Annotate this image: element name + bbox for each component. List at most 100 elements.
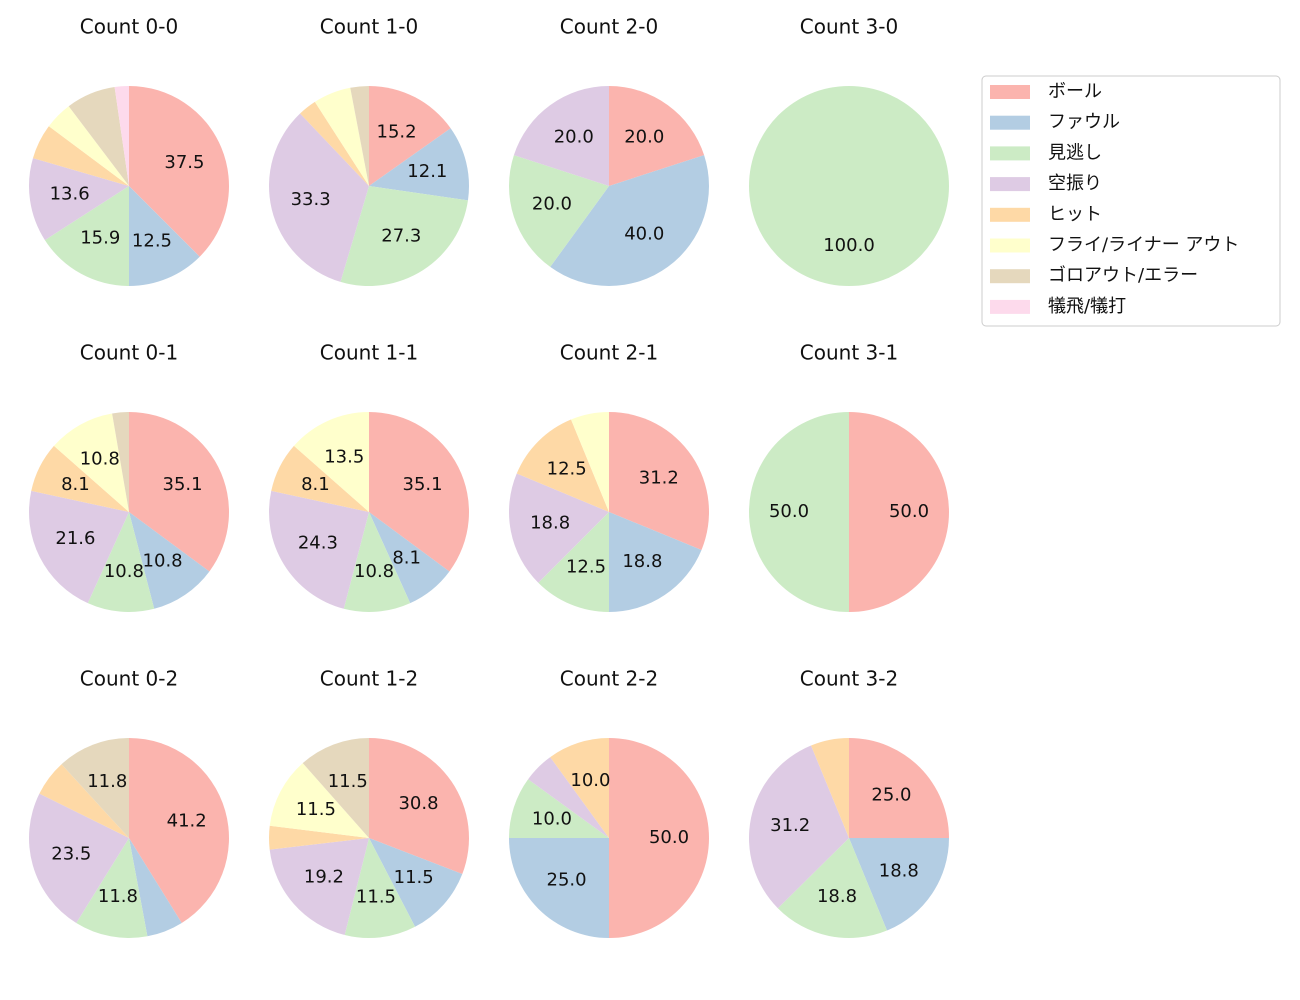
pie-slice bbox=[271, 445, 369, 512]
pie-slice bbox=[112, 412, 129, 512]
legend-swatch bbox=[990, 238, 1030, 253]
pie-slice bbox=[129, 838, 182, 937]
legend-swatch bbox=[990, 269, 1030, 284]
value-label: 18.8 bbox=[622, 551, 662, 572]
pie-slice bbox=[76, 838, 148, 938]
value-label: 25.0 bbox=[871, 785, 911, 806]
pie-slice bbox=[369, 128, 470, 201]
value-label: 12.1 bbox=[407, 161, 447, 182]
value-label: 10.8 bbox=[354, 561, 394, 582]
chart-title: Count 2-2 bbox=[560, 667, 658, 691]
pie-slice bbox=[749, 86, 949, 286]
value-label: 11.5 bbox=[328, 771, 368, 792]
pie-slice bbox=[609, 738, 709, 938]
pie-slice bbox=[508, 155, 609, 267]
legend-swatch bbox=[990, 207, 1030, 222]
pie-slice bbox=[269, 838, 369, 936]
pie-slice bbox=[849, 412, 949, 612]
pie-slice bbox=[849, 738, 949, 838]
legend-label: ボール bbox=[1048, 81, 1102, 102]
pie-slice bbox=[269, 490, 369, 609]
legend-swatch bbox=[990, 299, 1030, 314]
value-label: 31.2 bbox=[770, 815, 810, 836]
pie-slice bbox=[314, 87, 369, 186]
legend-label: ゴロアウト/エラー bbox=[1048, 265, 1198, 286]
value-label: 18.8 bbox=[817, 886, 857, 907]
pie-slice bbox=[609, 86, 705, 186]
legend-label: ヒット bbox=[1048, 204, 1102, 225]
chart-title: Count 0-1 bbox=[80, 341, 178, 365]
pie-slice bbox=[369, 738, 470, 875]
value-label: 24.3 bbox=[298, 532, 338, 553]
value-label: 35.1 bbox=[163, 474, 203, 495]
pie-slice bbox=[48, 106, 129, 186]
value-label: 8.1 bbox=[392, 548, 421, 569]
pie-slice bbox=[609, 412, 709, 550]
pie-slice bbox=[509, 838, 609, 938]
pie-slice bbox=[87, 512, 155, 613]
value-label: 50.0 bbox=[769, 501, 809, 522]
value-label: 30.8 bbox=[398, 793, 438, 814]
chart-title: Count 3-0 bbox=[800, 15, 898, 39]
value-label: 25.0 bbox=[547, 869, 587, 890]
pie-slice bbox=[509, 473, 609, 583]
pie-slice bbox=[129, 186, 200, 286]
value-label: 8.1 bbox=[61, 474, 90, 495]
pie-slice bbox=[350, 86, 369, 186]
pie-slice bbox=[369, 86, 451, 186]
value-label: 11.5 bbox=[356, 887, 396, 908]
legend-swatch bbox=[990, 115, 1030, 130]
legend-swatch bbox=[990, 146, 1030, 161]
value-label: 15.9 bbox=[80, 228, 120, 249]
pie-slice bbox=[28, 490, 129, 604]
value-label: 10.0 bbox=[570, 770, 610, 791]
value-label: 50.0 bbox=[889, 501, 929, 522]
pie-slice bbox=[28, 793, 130, 923]
pie-slice bbox=[344, 838, 416, 938]
pie-slice bbox=[849, 838, 949, 931]
chart-title: Count 1-1 bbox=[320, 341, 418, 365]
legend-label: 空振り bbox=[1048, 173, 1102, 194]
pie-slice bbox=[53, 413, 129, 512]
value-label: 19.2 bbox=[304, 867, 344, 888]
legend-label: ファウル bbox=[1048, 112, 1120, 133]
value-label: 11.8 bbox=[87, 771, 127, 792]
pie-slice bbox=[129, 412, 229, 572]
pie-slice bbox=[538, 512, 609, 612]
value-label: 18.8 bbox=[879, 860, 919, 881]
pie-slice bbox=[300, 101, 369, 186]
pie-slice bbox=[68, 87, 129, 186]
legend-box bbox=[981, 75, 1281, 327]
value-label: 18.8 bbox=[530, 513, 570, 534]
value-label: 20.0 bbox=[624, 126, 664, 147]
legend-label: フライ/ライナー アウト bbox=[1048, 235, 1239, 256]
pie-slice bbox=[748, 745, 849, 909]
pie-slice bbox=[61, 738, 129, 838]
pie-slice bbox=[32, 126, 130, 186]
chart-title: Count 3-1 bbox=[800, 341, 898, 365]
chart-title: Count 1-0 bbox=[320, 15, 418, 39]
pie-slice bbox=[44, 186, 129, 286]
value-label: 13.5 bbox=[324, 446, 364, 467]
legend-swatch bbox=[990, 85, 1030, 99]
value-label: 10.8 bbox=[143, 551, 183, 572]
chart-title: Count 2-1 bbox=[560, 341, 658, 365]
pie-slice bbox=[343, 512, 411, 612]
pie-slice bbox=[129, 86, 229, 257]
value-label: 35.1 bbox=[403, 474, 443, 495]
pie-slice bbox=[516, 419, 609, 512]
value-label: 100.0 bbox=[823, 235, 875, 256]
value-label: 11.5 bbox=[296, 799, 336, 820]
pie-slice bbox=[609, 512, 702, 612]
value-label: 20.0 bbox=[554, 126, 594, 147]
value-label: 8.1 bbox=[301, 474, 330, 495]
value-label: 50.0 bbox=[649, 827, 689, 848]
chart-title: Count 2-0 bbox=[560, 15, 658, 39]
value-label: 31.2 bbox=[639, 468, 679, 489]
pie-slice bbox=[269, 113, 369, 282]
pie-slice bbox=[550, 155, 709, 286]
pie-slice bbox=[777, 838, 887, 938]
chart-title: Count 0-2 bbox=[80, 667, 178, 691]
pie-slice bbox=[302, 738, 369, 838]
